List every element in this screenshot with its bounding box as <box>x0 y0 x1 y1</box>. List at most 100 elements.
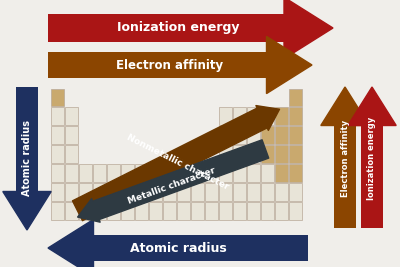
Polygon shape <box>48 219 94 267</box>
Bar <box>50 164 64 182</box>
Bar <box>274 107 288 125</box>
Bar <box>218 202 232 219</box>
Bar <box>232 145 246 163</box>
Bar <box>134 202 148 219</box>
Bar <box>260 183 274 201</box>
Bar <box>246 107 260 125</box>
Bar <box>48 52 266 78</box>
Bar <box>246 145 260 163</box>
Bar <box>288 164 302 182</box>
Bar <box>204 164 218 182</box>
Bar <box>288 183 302 201</box>
Bar <box>288 145 302 163</box>
Bar <box>204 202 218 219</box>
Bar <box>190 183 204 201</box>
Bar <box>218 145 232 163</box>
Bar <box>106 164 120 182</box>
Bar <box>64 183 78 201</box>
Bar <box>94 235 308 261</box>
Bar <box>64 164 78 182</box>
Bar <box>50 88 64 106</box>
Bar <box>232 164 246 182</box>
Text: Electron affinity: Electron affinity <box>340 119 350 197</box>
Bar <box>176 202 190 219</box>
Bar <box>218 183 232 201</box>
Bar <box>148 164 162 182</box>
Bar <box>16 87 38 191</box>
Bar <box>50 183 64 201</box>
Bar <box>134 183 148 201</box>
Bar <box>190 202 204 219</box>
Bar <box>246 202 260 219</box>
Bar <box>232 107 246 125</box>
Bar <box>162 183 176 201</box>
Bar <box>78 202 92 219</box>
Bar <box>120 183 134 201</box>
Bar <box>120 164 134 182</box>
Bar <box>64 145 78 163</box>
Bar <box>148 202 162 219</box>
Bar <box>288 88 302 106</box>
Bar <box>148 183 162 201</box>
Bar <box>204 183 218 201</box>
Bar <box>78 164 92 182</box>
Bar <box>232 126 246 144</box>
FancyArrowPatch shape <box>72 105 280 221</box>
Text: Nonmetallic character: Nonmetallic character <box>126 133 230 191</box>
Bar <box>246 164 260 182</box>
Bar <box>274 145 288 163</box>
Bar <box>218 164 232 182</box>
Bar <box>246 126 260 144</box>
Bar <box>176 183 190 201</box>
Bar <box>260 107 274 125</box>
Bar <box>50 145 64 163</box>
Bar <box>260 202 274 219</box>
Bar <box>106 183 120 201</box>
Bar <box>274 164 288 182</box>
Bar <box>92 202 106 219</box>
Polygon shape <box>266 36 312 94</box>
Bar <box>134 164 148 182</box>
Polygon shape <box>3 191 51 230</box>
Bar <box>274 126 288 144</box>
Text: Ionization energy: Ionization energy <box>117 22 239 34</box>
Text: Atomic radius: Atomic radius <box>130 241 226 254</box>
Bar <box>232 183 246 201</box>
Text: Electron affinity: Electron affinity <box>116 58 224 72</box>
Bar <box>176 164 190 182</box>
Text: Metallic character: Metallic character <box>127 166 217 206</box>
Bar <box>274 202 288 219</box>
Bar <box>288 202 302 219</box>
Bar <box>92 164 106 182</box>
Bar <box>162 164 176 182</box>
Bar <box>64 107 78 125</box>
Bar <box>50 202 64 219</box>
Bar <box>50 107 64 125</box>
Bar <box>78 183 92 201</box>
Bar <box>288 126 302 144</box>
Polygon shape <box>348 87 396 125</box>
Bar <box>120 202 134 219</box>
Polygon shape <box>284 0 333 59</box>
Text: Atomic radius: Atomic radius <box>22 120 32 196</box>
Bar <box>288 107 302 125</box>
Bar <box>246 183 260 201</box>
Bar <box>218 126 232 144</box>
Bar <box>334 125 356 228</box>
Bar <box>260 126 274 144</box>
Bar <box>274 183 288 201</box>
Polygon shape <box>321 87 369 125</box>
Text: Ionization energy: Ionization energy <box>368 116 376 200</box>
Bar <box>190 164 204 182</box>
Bar <box>232 202 246 219</box>
Bar <box>162 202 176 219</box>
Bar <box>260 145 274 163</box>
Bar <box>50 126 64 144</box>
Bar <box>48 14 284 42</box>
Bar <box>106 202 120 219</box>
Bar <box>218 107 232 125</box>
Bar <box>92 183 106 201</box>
Bar <box>64 126 78 144</box>
Bar <box>64 202 78 219</box>
Bar <box>361 125 383 228</box>
